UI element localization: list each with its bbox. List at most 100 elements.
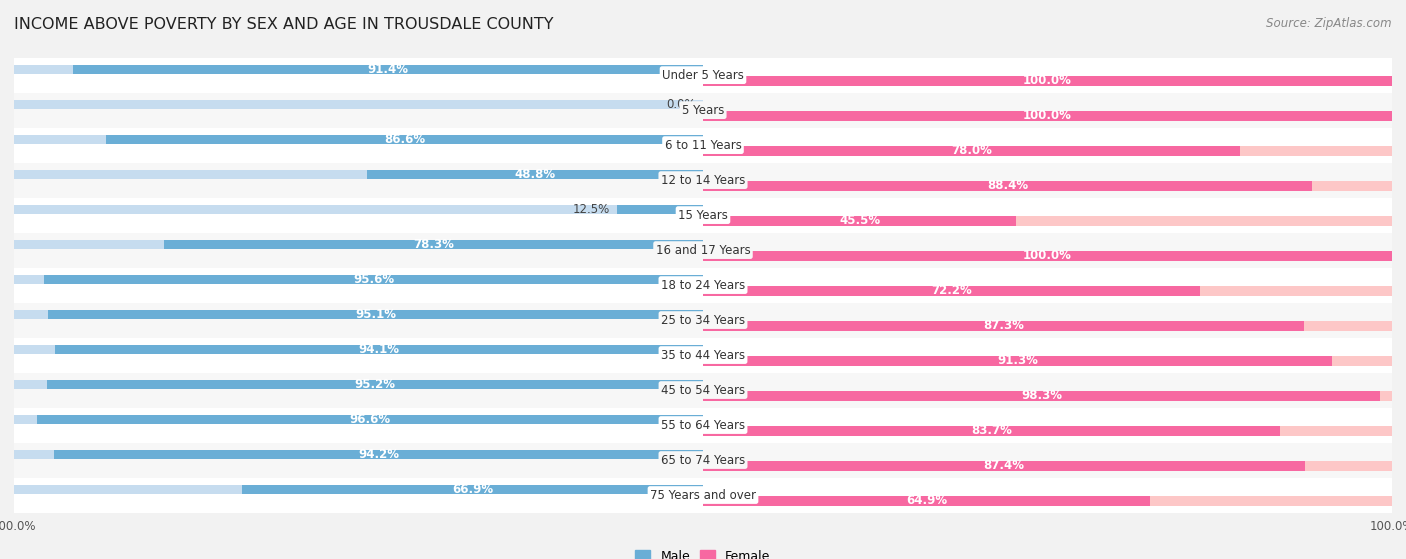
Bar (14, 274, 703, 285)
Text: 95.2%: 95.2% (354, 378, 395, 391)
Bar (703, 356, 1392, 366)
Bar (48, 310, 703, 319)
Bar (14, 205, 703, 215)
Bar (703, 76, 1392, 86)
Bar (703, 216, 1392, 226)
Bar (703, 321, 1392, 330)
Bar (703, 461, 1305, 471)
Bar (14, 127, 1392, 163)
Text: 5 Years: 5 Years (682, 103, 724, 117)
Bar (703, 181, 1392, 191)
Bar (14, 415, 703, 424)
Bar (38, 415, 703, 424)
Bar (703, 426, 1392, 435)
Text: INCOME ABOVE POVERTY BY SEX AND AGE IN TROUSDALE COUNTY: INCOME ABOVE POVERTY BY SEX AND AGE IN T… (14, 17, 554, 32)
Text: 95.6%: 95.6% (353, 273, 394, 286)
Bar (703, 146, 1392, 155)
Bar (55, 344, 703, 354)
Bar (14, 449, 703, 459)
Text: 78.3%: 78.3% (413, 238, 454, 251)
Bar (703, 391, 1392, 401)
Bar (703, 461, 1392, 471)
Bar (14, 372, 1392, 408)
Bar (14, 135, 703, 144)
Bar (703, 216, 1017, 226)
Bar (703, 321, 1305, 330)
Bar (14, 443, 1392, 477)
Bar (53, 449, 703, 459)
Text: 94.1%: 94.1% (359, 343, 399, 356)
Bar (14, 477, 1392, 513)
Bar (703, 111, 1392, 121)
Bar (14, 198, 1392, 233)
Bar (14, 408, 1392, 443)
Bar (242, 485, 703, 494)
Bar (703, 496, 1392, 505)
Bar (703, 356, 1331, 366)
Text: 45 to 54 Years: 45 to 54 Years (661, 383, 745, 396)
Text: 72.2%: 72.2% (931, 284, 972, 297)
Bar (14, 163, 1392, 198)
Text: 100.0%: 100.0% (1024, 249, 1071, 262)
Bar (14, 93, 1392, 127)
Text: 15 Years: 15 Years (678, 209, 728, 221)
Bar (14, 169, 703, 179)
Bar (703, 391, 1381, 401)
Text: 16 and 17 Years: 16 and 17 Years (655, 244, 751, 257)
Text: 86.6%: 86.6% (384, 133, 425, 146)
Text: 35 to 44 Years: 35 to 44 Years (661, 349, 745, 362)
Text: 78.0%: 78.0% (952, 144, 993, 157)
Bar (703, 76, 1392, 86)
Text: 95.1%: 95.1% (354, 308, 396, 321)
Text: 45.5%: 45.5% (839, 214, 880, 227)
Bar (14, 100, 703, 110)
Text: 100.0%: 100.0% (1024, 109, 1071, 122)
Bar (703, 251, 1392, 260)
Text: Under 5 Years: Under 5 Years (662, 69, 744, 82)
Bar (14, 485, 703, 494)
Bar (367, 169, 703, 179)
Text: 66.9%: 66.9% (451, 483, 494, 496)
Bar (14, 240, 703, 249)
Bar (703, 111, 1392, 121)
Text: 75 Years and over: 75 Years and over (650, 489, 756, 501)
Bar (14, 65, 703, 74)
Text: 12.5%: 12.5% (572, 203, 610, 216)
Text: 88.4%: 88.4% (987, 179, 1028, 192)
Bar (703, 181, 1312, 191)
Bar (14, 268, 1392, 302)
Bar (703, 496, 1150, 505)
Text: 6 to 11 Years: 6 to 11 Years (665, 139, 741, 151)
Text: 87.3%: 87.3% (983, 319, 1024, 332)
Text: 87.4%: 87.4% (984, 459, 1025, 472)
Text: 91.3%: 91.3% (997, 354, 1038, 367)
Bar (703, 426, 1279, 435)
Bar (617, 205, 703, 215)
Bar (107, 135, 703, 144)
Text: 0.0%: 0.0% (666, 98, 696, 111)
Bar (73, 65, 703, 74)
Text: 96.6%: 96.6% (350, 413, 391, 426)
Text: 100.0%: 100.0% (1024, 74, 1071, 87)
Bar (14, 302, 1392, 338)
Bar (14, 380, 703, 390)
Bar (14, 58, 1392, 93)
Bar (703, 146, 1240, 155)
Text: 83.7%: 83.7% (972, 424, 1012, 437)
Text: 65 to 74 Years: 65 to 74 Years (661, 453, 745, 467)
Bar (14, 338, 1392, 372)
Bar (14, 344, 703, 354)
Bar (14, 233, 1392, 268)
Bar (703, 286, 1201, 296)
Bar (703, 251, 1392, 260)
Bar (45, 274, 703, 285)
Text: 48.8%: 48.8% (515, 168, 555, 181)
Legend: Male, Female: Male, Female (630, 544, 776, 559)
Text: 25 to 34 Years: 25 to 34 Years (661, 314, 745, 326)
Text: Source: ZipAtlas.com: Source: ZipAtlas.com (1267, 17, 1392, 30)
Bar (14, 310, 703, 319)
Text: 64.9%: 64.9% (905, 494, 948, 507)
Text: 91.4%: 91.4% (367, 63, 409, 76)
Text: 98.3%: 98.3% (1021, 389, 1062, 402)
Text: 12 to 14 Years: 12 to 14 Years (661, 174, 745, 187)
